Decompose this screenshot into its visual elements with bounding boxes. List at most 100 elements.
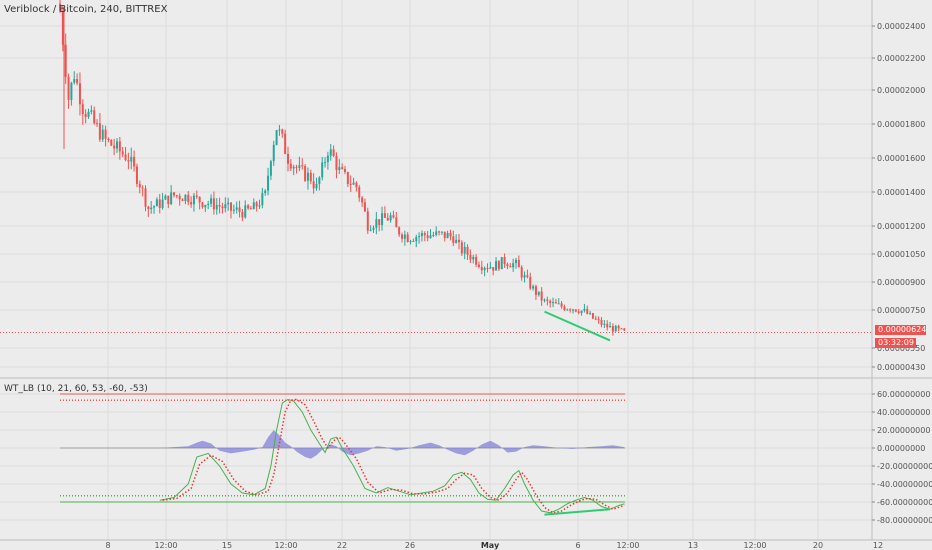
price-axis-label: 0.00000900 [877,278,925,287]
candle-body [315,183,318,189]
candle-body [247,205,250,209]
candle [107,137,110,143]
candle [175,194,178,199]
candle [78,72,81,116]
candle-body [569,309,572,311]
candle [267,167,270,196]
candle [324,157,327,168]
candle-body [395,217,398,228]
candle [406,231,409,243]
candle [438,230,441,236]
indicator-pane[interactable] [60,393,625,516]
candle-body [87,111,90,117]
candle [346,171,349,188]
candle [563,304,566,312]
candle [76,73,79,86]
price-pane[interactable] [0,0,872,342]
price-axis-label: 0.00002000 [877,86,925,95]
candle-body [495,261,498,271]
candle-body [207,203,210,205]
candle-body [61,11,64,45]
candle [375,211,378,235]
candle-body [224,204,227,209]
candle-body [589,313,592,315]
candle [133,150,136,172]
price-axis-label: 0.00001200 [877,222,925,231]
candle [124,146,127,162]
candle-body [361,197,364,203]
candle [440,231,443,236]
candle-body [449,233,452,237]
candle [269,159,272,181]
candle-body [378,219,381,226]
price-axis-label: 0.00001600 [877,154,925,163]
candle [398,226,401,237]
price-axis-label: 0.00000750 [877,306,925,315]
time-axis-label: 26 [405,541,415,550]
candle [287,146,289,172]
candle [500,256,503,270]
candle [341,163,344,170]
candle [195,190,198,199]
candle-body [406,234,409,242]
candle [238,200,241,218]
price-axis-label: 0.00000550 [877,344,925,353]
candle-body [503,257,506,265]
candle-body [170,192,173,204]
candle-body [617,325,620,329]
candle-body [344,168,346,172]
candle-body [426,235,429,239]
candle [583,303,586,313]
candle [460,240,463,257]
price-axis-label: 0.00001400 [877,188,925,197]
candle-body [215,204,218,210]
candle-body [113,145,116,149]
candle [232,204,235,214]
candle [557,298,560,305]
time-axis-label: May [481,541,500,550]
candle [540,287,543,306]
candle [509,263,512,268]
time-axis-label: 22 [337,541,347,550]
candle-body [124,154,127,161]
candle-body [458,239,460,243]
candle [523,271,526,283]
candle-body [261,193,264,206]
candle [249,205,252,210]
candle-body [386,217,389,221]
candle-body [620,328,623,330]
time-axis-label: 6 [575,541,580,550]
candle-body [332,149,335,157]
candle [429,229,432,239]
candle-body [534,286,537,295]
candle-body [324,162,327,164]
candle [272,140,275,166]
candle-body [309,172,312,182]
candle [298,156,301,172]
candle-body [252,202,255,210]
candle-body [586,308,589,314]
candle-body [67,76,70,100]
candle [335,152,338,179]
candle [515,257,517,269]
wt1-line [159,398,625,514]
candle [534,284,537,300]
candle [212,191,215,215]
candle [178,193,181,206]
candle [207,200,210,210]
candle-body [70,82,73,100]
candle-body [329,149,332,156]
time-axis-label: 12:00 [274,541,297,550]
candle-body [381,213,384,226]
candle [306,167,309,190]
countdown-badge: 03:32:09 [875,338,916,348]
candle [224,197,227,213]
candle [597,316,600,324]
candle-body [346,171,349,184]
candle [87,108,90,119]
candle [532,284,535,291]
time-axis-label: 15 [222,541,232,550]
candle-body [500,257,503,270]
